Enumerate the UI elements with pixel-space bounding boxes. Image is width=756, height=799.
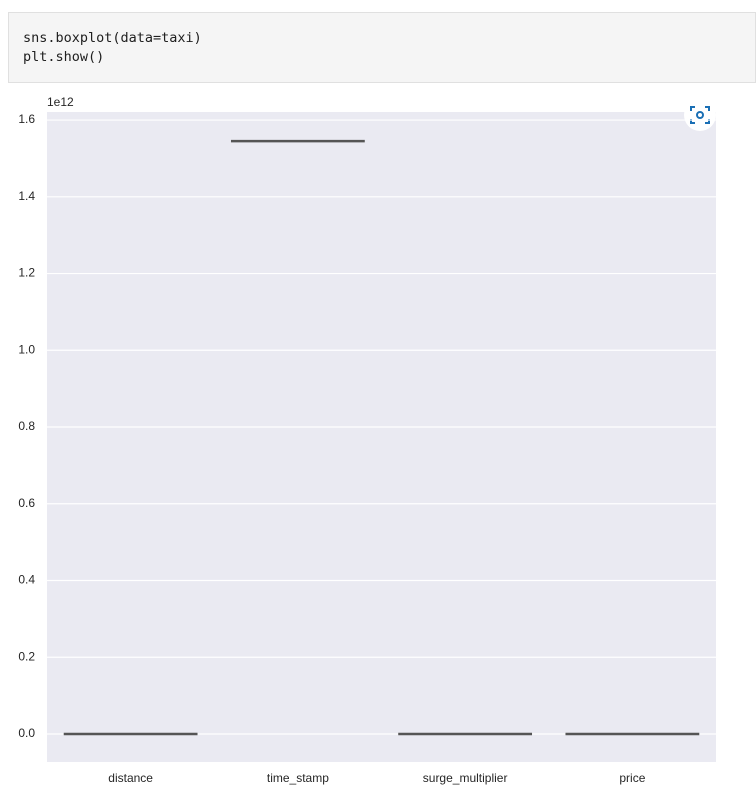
y-tick-label: 1.2 — [18, 266, 35, 280]
y-tick-label: 0.6 — [18, 496, 35, 510]
button-bg — [684, 99, 716, 131]
icon — [690, 106, 710, 124]
y-tick-label: 1.0 — [18, 342, 35, 356]
y-tick-label: 1.4 — [18, 189, 35, 203]
y-tick-label: 0.4 — [18, 573, 35, 587]
x-tick-label: price — [619, 771, 645, 785]
icon — [696, 111, 704, 119]
code-line: sns.boxplot(data=taxi) — [23, 30, 202, 46]
x-tick-label: time_stamp — [267, 771, 329, 785]
y-tick-label: 1.6 — [18, 112, 35, 126]
y-tick-label: 0.8 — [18, 419, 35, 433]
screenshot-button[interactable] — [684, 99, 716, 131]
y-tick-label: 0.0 — [18, 726, 35, 740]
x-tick-label: distance — [108, 771, 153, 785]
y-tick-label: 0.2 — [18, 649, 35, 663]
chart: 1e12 0.0 0.2 0.4 0.6 0.8 1.0 1.2 1.4 1.6 distance… — [18, 95, 716, 785]
code: sns.boxplot(data=taxi) plt.show() — [23, 29, 202, 67]
x-tick-label: surge_multiplier — [423, 771, 508, 785]
code-cell[interactable]: sns.boxplot(data=taxi) plt.show() — [8, 12, 756, 83]
plot-area — [47, 112, 716, 762]
code-line: plt.show() — [23, 49, 105, 65]
offset-label: 1e12 — [47, 95, 74, 109]
